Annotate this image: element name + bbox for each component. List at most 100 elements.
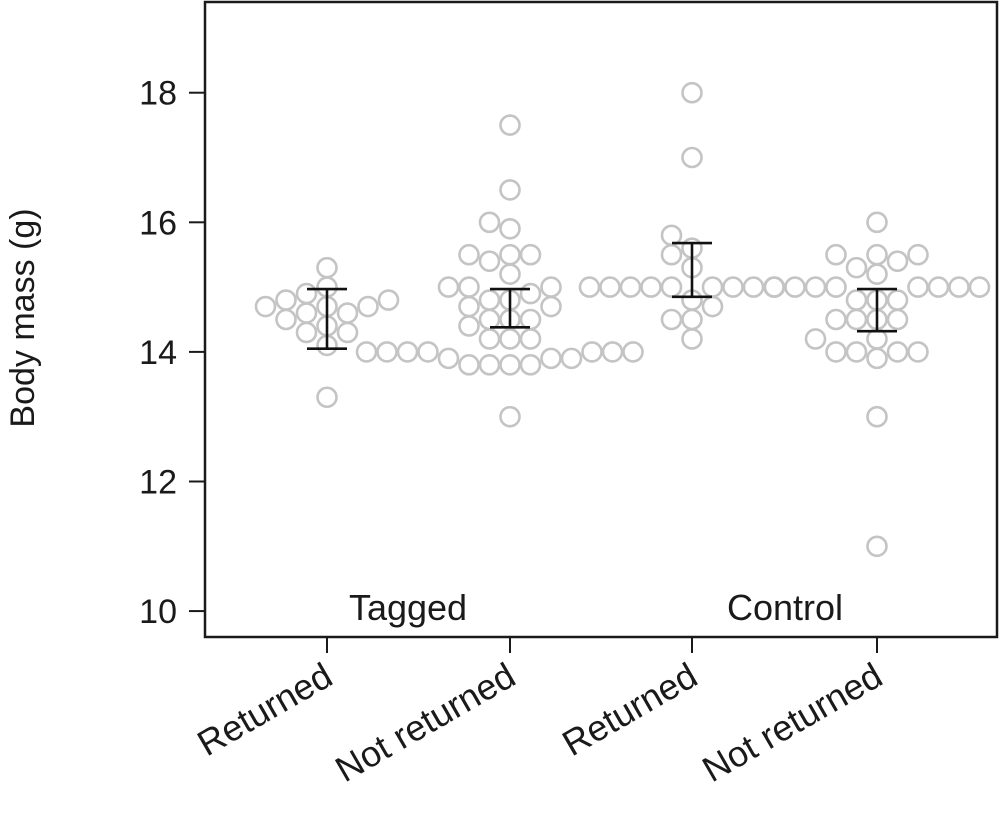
data-point bbox=[681, 328, 703, 350]
y-tick-label: 12 bbox=[139, 463, 177, 501]
data-point bbox=[519, 354, 542, 376]
data-point bbox=[804, 276, 827, 298]
data-point bbox=[499, 179, 521, 201]
data-point bbox=[825, 276, 847, 298]
data-point bbox=[601, 341, 624, 363]
data-point bbox=[907, 276, 929, 298]
data-point bbox=[254, 295, 277, 318]
x-tick-label: Returned bbox=[555, 654, 704, 764]
x-tick-label: Not returned bbox=[328, 654, 522, 790]
data-point bbox=[499, 328, 521, 350]
data-point bbox=[845, 341, 868, 363]
data-point bbox=[701, 295, 724, 318]
data-point bbox=[845, 289, 868, 311]
data-point bbox=[886, 308, 909, 331]
data-point bbox=[907, 243, 929, 266]
data-point bbox=[866, 263, 888, 285]
y-tick-label: 18 bbox=[139, 75, 177, 113]
x-tick-label: Not returned bbox=[695, 654, 889, 790]
data-point bbox=[825, 243, 847, 266]
data-point bbox=[866, 405, 888, 428]
data-point bbox=[681, 308, 703, 331]
y-axis: 10 12 14 16 18 bbox=[139, 75, 205, 631]
data-point bbox=[396, 341, 419, 363]
error-bars bbox=[307, 241, 897, 350]
data-point bbox=[458, 295, 480, 318]
data-point bbox=[377, 289, 400, 311]
data-point bbox=[540, 347, 562, 370]
y-tick-label: 16 bbox=[139, 204, 177, 242]
data-point bbox=[478, 250, 501, 272]
data-point bbox=[295, 321, 318, 344]
data-point bbox=[376, 341, 398, 363]
data-point bbox=[540, 276, 562, 298]
data-point bbox=[316, 256, 338, 279]
data-point bbox=[660, 243, 683, 266]
data-point bbox=[316, 386, 338, 409]
data-point bbox=[499, 263, 521, 285]
data-point bbox=[681, 81, 703, 104]
data-point bbox=[886, 250, 909, 272]
data-point bbox=[437, 276, 460, 298]
data-point bbox=[948, 276, 970, 298]
data-point bbox=[804, 328, 827, 350]
group-label-tagged: Tagged bbox=[349, 587, 467, 628]
plot-frame bbox=[203, 0, 999, 639]
data-points bbox=[254, 81, 991, 558]
data-point bbox=[519, 282, 542, 305]
data-point bbox=[355, 341, 378, 363]
data-point bbox=[825, 341, 847, 363]
data-point bbox=[560, 347, 583, 370]
data-point bbox=[499, 405, 521, 428]
data-point bbox=[519, 328, 542, 350]
data-point bbox=[295, 282, 318, 305]
group-label-control: Control bbox=[727, 587, 843, 628]
data-point bbox=[458, 315, 480, 337]
data-point bbox=[478, 289, 501, 311]
y-tick-label: 10 bbox=[139, 593, 177, 631]
data-point bbox=[742, 276, 765, 298]
data-point bbox=[866, 211, 888, 234]
data-point bbox=[866, 535, 888, 558]
data-point bbox=[275, 308, 297, 331]
data-point bbox=[763, 276, 786, 298]
data-point bbox=[722, 276, 744, 298]
data-point bbox=[458, 243, 480, 266]
data-point bbox=[478, 354, 501, 376]
data-point bbox=[619, 276, 642, 298]
data-point bbox=[701, 276, 724, 298]
data-point bbox=[660, 308, 683, 331]
data-point bbox=[499, 354, 521, 376]
data-point bbox=[499, 243, 521, 266]
data-point bbox=[478, 211, 501, 234]
data-point bbox=[417, 341, 439, 363]
data-point bbox=[336, 321, 359, 344]
data-point bbox=[660, 224, 683, 247]
x-tick-label: Returned bbox=[190, 654, 339, 764]
data-point bbox=[660, 276, 683, 298]
data-point bbox=[927, 276, 950, 298]
data-point bbox=[357, 295, 379, 318]
y-tick-label: 14 bbox=[139, 334, 177, 372]
data-point bbox=[581, 341, 603, 363]
data-point bbox=[968, 276, 991, 298]
data-point bbox=[458, 354, 480, 376]
data-point bbox=[886, 341, 909, 363]
data-point bbox=[622, 341, 644, 363]
data-point bbox=[681, 146, 703, 169]
data-point bbox=[866, 347, 888, 370]
data-point bbox=[336, 302, 359, 324]
data-point bbox=[886, 289, 909, 311]
data-point bbox=[540, 295, 562, 318]
data-point bbox=[499, 114, 521, 136]
data-point bbox=[295, 302, 318, 324]
data-point bbox=[275, 289, 297, 311]
data-point bbox=[640, 276, 662, 298]
data-point bbox=[519, 243, 542, 266]
data-point bbox=[519, 308, 542, 331]
data-point bbox=[478, 328, 501, 350]
data-point bbox=[599, 276, 621, 298]
data-point bbox=[437, 347, 460, 370]
